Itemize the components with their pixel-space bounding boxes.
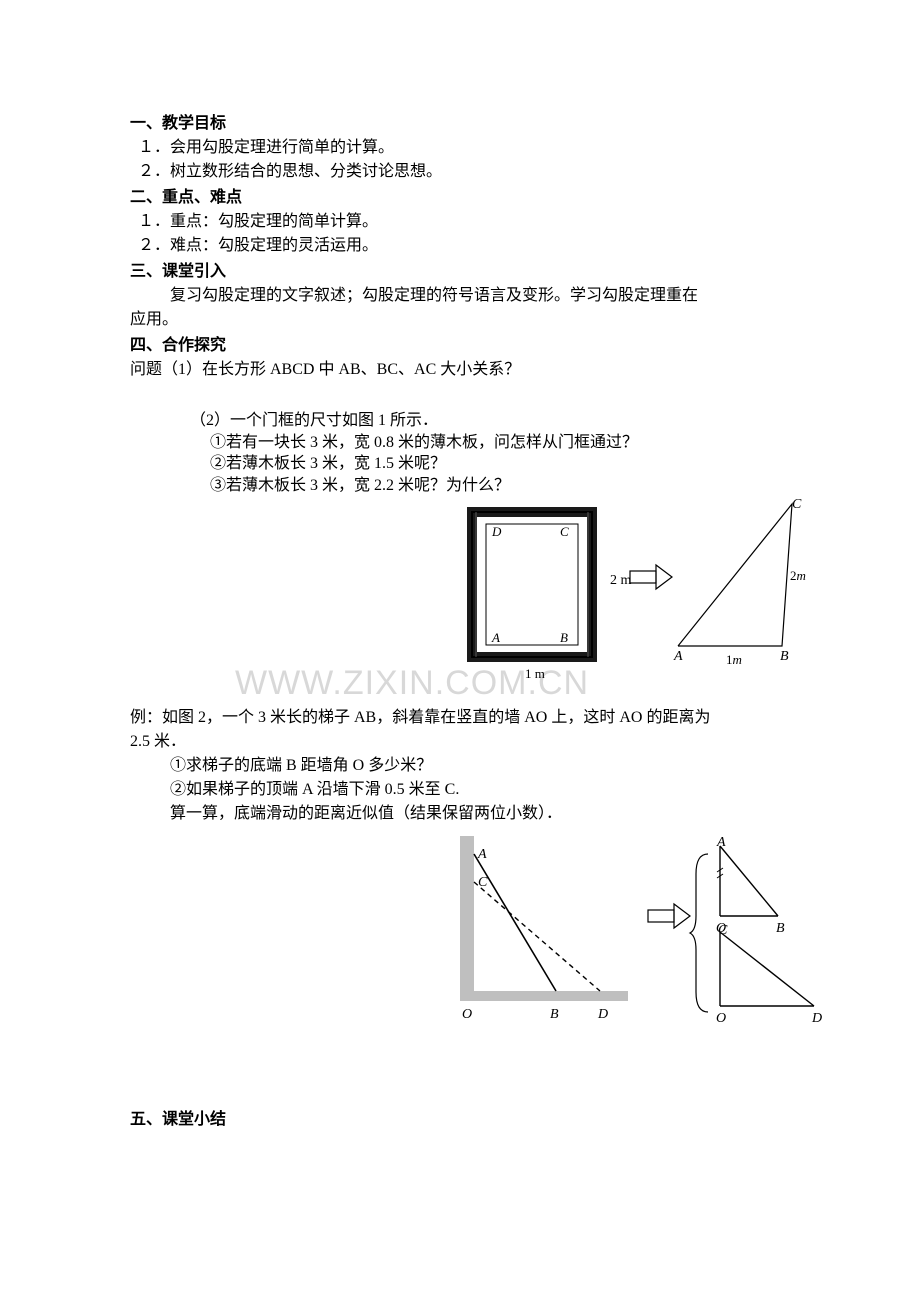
ladder-wall-svg: A C O B D: [460, 836, 640, 1026]
question-2: （2）一个门框的尺寸如图 1 所示．: [190, 410, 790, 432]
brace-svg: [694, 854, 714, 1012]
section-3-line-2: 应用。: [130, 308, 790, 332]
section-2-item-2: ２．难点：勾股定理的灵活运用。: [138, 234, 790, 258]
tri-bot-C: C: [718, 923, 728, 938]
wall-label-B: B: [550, 1007, 559, 1022]
door-dim-right: 2 m: [610, 570, 631, 591]
figure-2: A C O B D A O B: [130, 836, 790, 1046]
section-5-title: 五、课堂小结: [130, 1108, 790, 1132]
question-1: 问题（1）在长方形 ABCD 中 AB、BC、AC 大小关系？: [130, 358, 790, 382]
document-body: 一、教学目标 １．会用勾股定理进行简单的计算。 ２．树立数形结合的思想、分类讨论…: [130, 112, 790, 1132]
tri-label-C: C: [792, 497, 802, 512]
door-dim-bottom: 1 m: [525, 666, 545, 681]
wall-label-D: D: [597, 1007, 608, 1022]
wall-label-C: C: [478, 875, 488, 890]
example-line-5: 算一算，底端滑动的距离近似值（结果保留两位小数）．: [170, 802, 790, 826]
section-1-title: 一、教学目标: [130, 112, 790, 136]
section-3-title: 三、课堂引入: [130, 260, 790, 284]
door-label-C: C: [560, 524, 569, 539]
tri-bot-O: O: [716, 1011, 726, 1026]
section-1-item-2: ２．树立数形结合的思想、分类讨论思想。: [138, 160, 790, 184]
example-line-2: 2.5 米．: [130, 730, 790, 754]
example-line-4: ②如果梯子的顶端 A 沿墙下滑 0.5 米至 C.: [170, 778, 790, 802]
section-2-title: 二、重点、难点: [130, 186, 790, 210]
figure-1: D C A B 1 m 2 m A B C 2m 1m: [130, 502, 790, 692]
tri-label-B: B: [780, 649, 789, 664]
triangle-top-svg: A O B: [720, 844, 820, 930]
tri-side-right: 2m: [790, 568, 806, 583]
section-4-title: 四、合作探究: [130, 334, 790, 358]
question-2c: ③若薄木板长 3 米，宽 2.2 米呢？为什么？: [210, 475, 790, 497]
door-label-A: A: [491, 630, 500, 645]
arrow-icon: [630, 565, 674, 589]
door-frame-svg: D C A B 1 m: [470, 510, 610, 685]
question-2b: ②若薄木板长 3 米，宽 1.5 米呢？: [210, 453, 790, 475]
door-label-B: B: [560, 630, 568, 645]
tri-label-A: A: [673, 649, 683, 664]
section-2-item-1: １．重点：勾股定理的简单计算。: [138, 210, 790, 234]
section-3-line-1: 复习勾股定理的文字叙述；勾股定理的符号语言及变形。学习勾股定理重在: [170, 284, 790, 308]
triangle-svg: A B C 2m 1m: [678, 502, 808, 677]
tri-bot-D: D: [811, 1011, 822, 1026]
door-label-D: D: [491, 524, 502, 539]
example-line-3: ①求梯子的底端 B 距墙角 O 多少米？: [170, 754, 790, 778]
example-line-1: 例：如图 2，一个 3 米长的梯子 AB，斜着靠在竖直的墙 AO 上，这时 AO…: [130, 706, 790, 730]
tri-top-A: A: [716, 835, 726, 850]
triangle-bottom-svg: C O D: [720, 932, 840, 1024]
question-2a: ①若有一块长 3 米，宽 0.8 米的薄木板，问怎样从门框通过？: [210, 432, 790, 454]
tri-side-bottom: 1m: [726, 652, 742, 667]
arrow-icon-2: [648, 904, 692, 928]
section-1-item-1: １．会用勾股定理进行简单的计算。: [138, 136, 790, 160]
wall-label-O: O: [462, 1007, 472, 1022]
wall-label-A: A: [477, 847, 487, 862]
